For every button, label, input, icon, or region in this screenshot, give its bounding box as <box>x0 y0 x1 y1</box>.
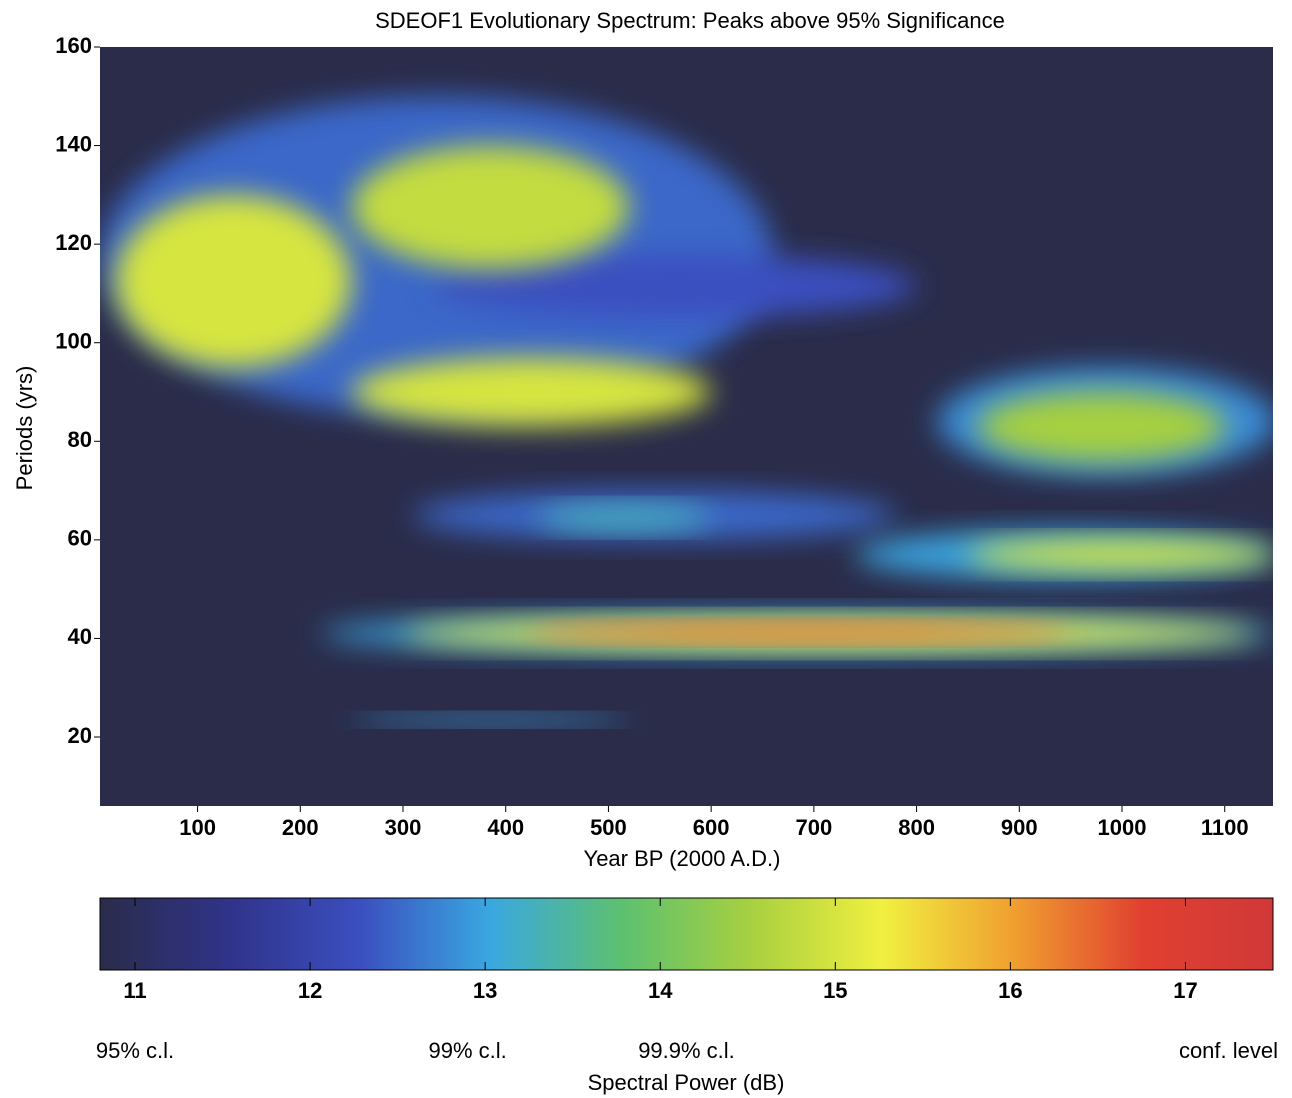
x-tick-label: 200 <box>282 815 319 840</box>
confidence-level-label: 95% c.l. <box>96 1038 174 1063</box>
spectral-peak <box>536 505 712 530</box>
spectral-peak <box>351 145 629 269</box>
x-tick-label: 1000 <box>1098 815 1147 840</box>
colorbar-tick-label: 16 <box>998 978 1022 1003</box>
chart-title: SDEOF1 Evolutionary Spectrum: Peaks abov… <box>375 8 1005 33</box>
spectral-peak <box>967 539 1273 570</box>
x-tick-label: 1100 <box>1201 815 1249 840</box>
spectral-peak <box>978 392 1225 461</box>
colorbar-tick-label: 14 <box>648 978 673 1003</box>
x-tick-label: 900 <box>1001 815 1038 840</box>
x-tick-label: 300 <box>385 815 422 840</box>
x-tick-label: 700 <box>796 815 833 840</box>
y-axis-title: Periods (yrs) <box>12 366 37 491</box>
x-tick-label: 500 <box>590 815 627 840</box>
colorbar-tick-label: 13 <box>473 978 497 1003</box>
spectral-peak <box>526 623 1071 641</box>
y-tick-label: 80 <box>68 427 92 452</box>
colorbar-tick-label: 15 <box>823 978 847 1003</box>
spectral-peak <box>351 357 712 427</box>
x-tick-label: 400 <box>487 815 524 840</box>
confidence-level-label: 99% c.l. <box>429 1038 507 1063</box>
y-tick-label: 60 <box>68 526 92 551</box>
x-tick-label: 100 <box>179 815 216 840</box>
colorbar-title: Spectral Power (dB) <box>588 1070 785 1095</box>
colorbar-tick-label: 11 <box>123 978 146 1003</box>
y-tick-label: 120 <box>55 230 92 255</box>
y-tick-label: 100 <box>55 329 92 354</box>
x-axis-title: Year BP (2000 A.D.) <box>584 846 781 871</box>
x-tick-label: 600 <box>693 815 730 840</box>
y-tick-label: 140 <box>55 131 92 156</box>
spectral-peak <box>351 714 629 725</box>
colorbar-tick-label: 17 <box>1173 978 1197 1003</box>
y-tick-label: 160 <box>55 33 92 58</box>
y-tick-label: 40 <box>68 624 92 649</box>
colorbar <box>99 897 1274 971</box>
x-tick-label: 800 <box>898 815 935 840</box>
plot-area <box>100 47 1273 806</box>
colorbar-tick-label: 12 <box>298 978 322 1003</box>
y-tick-label: 20 <box>68 723 92 748</box>
confidence-level-label: 99.9% c.l. <box>638 1038 735 1063</box>
spectral-peak <box>433 254 917 319</box>
colorbar-levels-title: conf. level <box>1179 1038 1278 1063</box>
spectral-peak <box>115 194 352 368</box>
